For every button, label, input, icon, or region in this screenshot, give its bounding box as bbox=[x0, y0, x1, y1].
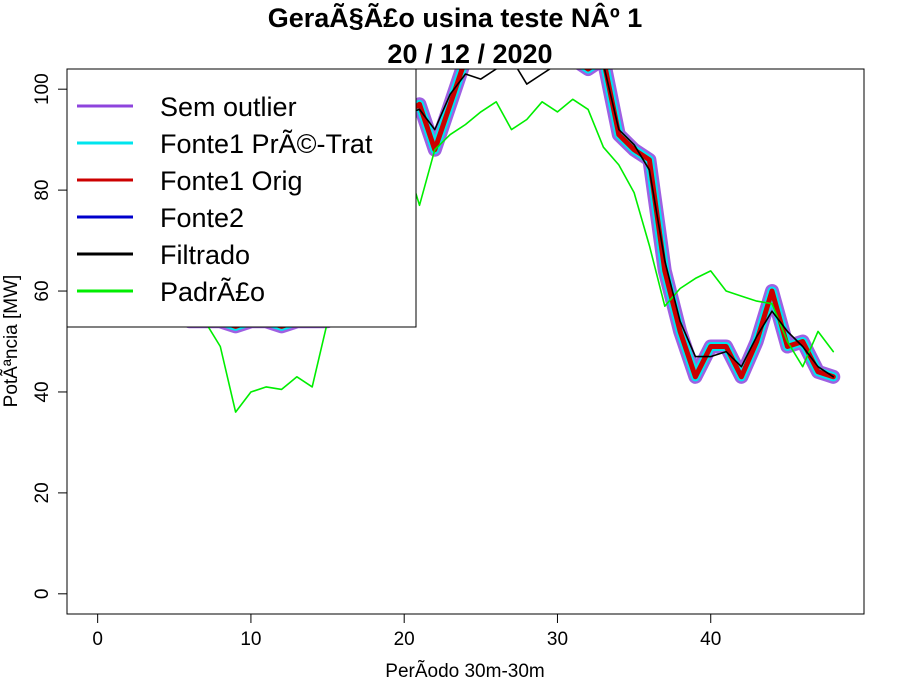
y-axis: 0 20 40 60 80 100 bbox=[32, 73, 68, 600]
y-tick-label: 80 bbox=[32, 180, 53, 201]
legend: Sem outlier Fonte1 PrÃ©-Trat Fonte1 Orig Fo… bbox=[66, 68, 417, 328]
chart-title-line-1: GeraÃ§Ã£o usina teste NÂº 1 bbox=[268, 2, 643, 33]
x-tick-label: 0 bbox=[92, 629, 103, 650]
series-line-5 bbox=[188, 98, 835, 413]
legend-label: Sem outlier bbox=[160, 92, 297, 122]
y-axis-label: PotÃªncia [MW] bbox=[0, 275, 22, 408]
legend-label: Filtrado bbox=[160, 240, 250, 270]
chart-title-line-2: 20 / 12 / 2020 bbox=[387, 39, 552, 69]
legend-label: PadrÃ£o bbox=[160, 276, 265, 307]
y-tick-label: 100 bbox=[32, 73, 53, 105]
legend-label: Fonte1 Orig bbox=[160, 166, 303, 196]
legend-box bbox=[66, 68, 417, 328]
x-tick-label: 10 bbox=[240, 629, 261, 650]
y-tick-label: 20 bbox=[32, 482, 53, 503]
x-axis: 0 10 20 30 40 bbox=[92, 613, 721, 650]
x-tick-label: 30 bbox=[547, 629, 568, 650]
y-tick-label: 60 bbox=[32, 280, 53, 301]
y-tick-label: 0 bbox=[32, 589, 53, 600]
x-axis-label: PerÃ­odo 30m-30m bbox=[385, 660, 544, 682]
x-tick-label: 20 bbox=[394, 629, 415, 650]
y-tick-label: 40 bbox=[32, 381, 53, 402]
legend-label: Fonte2 bbox=[160, 203, 244, 233]
x-tick-label: 40 bbox=[700, 629, 721, 650]
legend-label: Fonte1 PrÃ©-Trat bbox=[160, 128, 373, 159]
